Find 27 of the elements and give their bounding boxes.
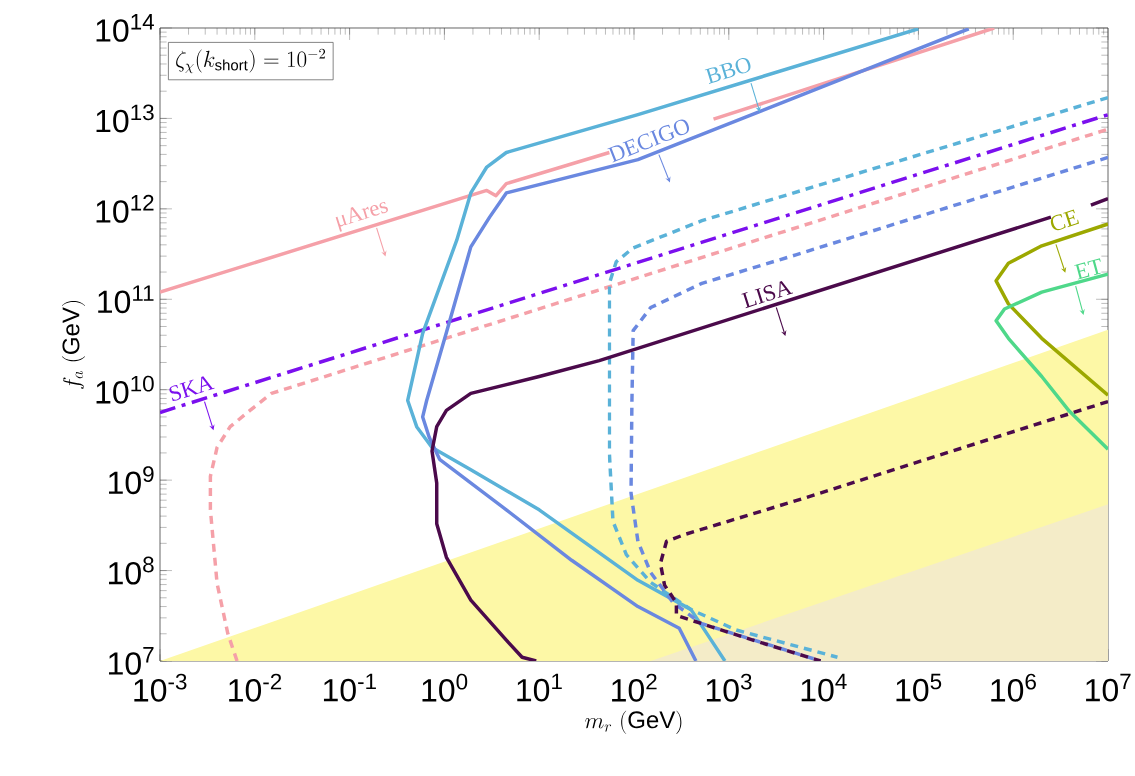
y-tick-label: 10$^{10}$ [96,375,154,404]
x-tick-label: 10$^{6}$ [991,673,1036,702]
y-tick-label: 10$^{11}$ [98,285,154,314]
text: CE [1050,209,1080,231]
text: BBO [704,57,751,84]
x-tick-label: 10$^{2}$ [612,673,657,702]
x-tick-label: 10$^{-2}$ [229,673,282,702]
y-tick-label: 10$^{9}$ [109,466,154,495]
y-tick-label: 10$^{8}$ [109,556,154,585]
text: μAres [335,201,388,232]
text: LISA [741,281,794,309]
x-tick-label: 10$^{-1}$ [323,673,376,702]
y-axis-title: $f_{a}\ (\mathrm{GeV})$ [61,301,85,389]
x-axis-title: $m_{r}\ (\mathrm{GeV})$ [585,710,682,734]
text: SKA [169,376,215,401]
y-tick-label: 10$^{14}$ [96,14,154,42]
x-tick-label: 10$^{7}$ [1086,673,1131,702]
y-tick-label: 10$^{7}$ [109,647,154,675]
x-tick-label: 10$^{4}$ [801,673,847,702]
annotation: $\zeta_{\chi}(k_{\mathrm{short}}) = 10^{-2}$ [176,48,326,74]
y-tick-label: 10$^{13}$ [96,104,154,133]
x-tick-label: 10$^{0}$ [422,673,468,702]
y-tick-label: 10$^{12}$ [96,194,154,223]
text: ET [1074,258,1101,280]
x-tick-label: 10$^{1}$ [517,673,562,702]
x-tick-label: 10$^{3}$ [706,673,752,702]
x-tick-label: 10$^{5}$ [896,673,942,702]
